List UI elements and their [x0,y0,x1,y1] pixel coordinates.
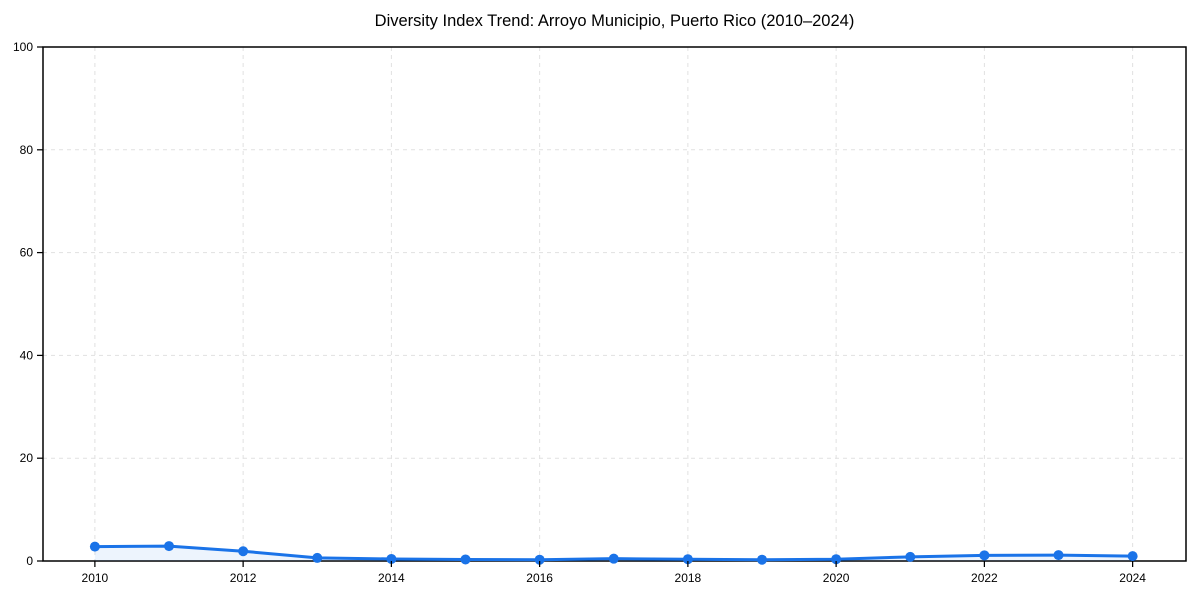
data-point [757,554,768,565]
x-tick-label: 2024 [1119,571,1146,585]
area-fill [94,546,1133,561]
data-point [1127,551,1138,562]
plot-border [42,46,1187,562]
data-point [312,552,323,563]
y-tick-label: 0 [26,554,33,568]
y-tick-label: 40 [20,348,34,362]
chart-title: Diversity Index Trend: Arroyo Municipio,… [374,12,855,30]
x-tick-label: 2020 [823,571,850,585]
x-tick-label: 2010 [82,571,109,585]
x-tick-label: 2014 [378,571,405,585]
data-point [238,546,249,557]
data-point [89,541,100,552]
y-tick-label: 80 [20,143,34,157]
x-tick-label: 2012 [230,571,257,585]
data-point [682,554,693,565]
x-tick-label: 2022 [971,571,998,585]
x-tick-label: 2018 [675,571,702,585]
x-tick-label: 2016 [526,571,553,585]
data-point [1053,550,1064,561]
data-point [831,554,842,565]
data-point [386,553,397,564]
y-tick-label: 20 [20,451,34,465]
data-point [905,551,916,562]
data-point [979,550,990,561]
data-point [460,554,471,565]
data-point [608,553,619,564]
data-point [534,554,545,565]
y-tick-label: 100 [13,40,33,54]
data-point [164,541,175,552]
y-tick-label: 60 [20,246,34,260]
